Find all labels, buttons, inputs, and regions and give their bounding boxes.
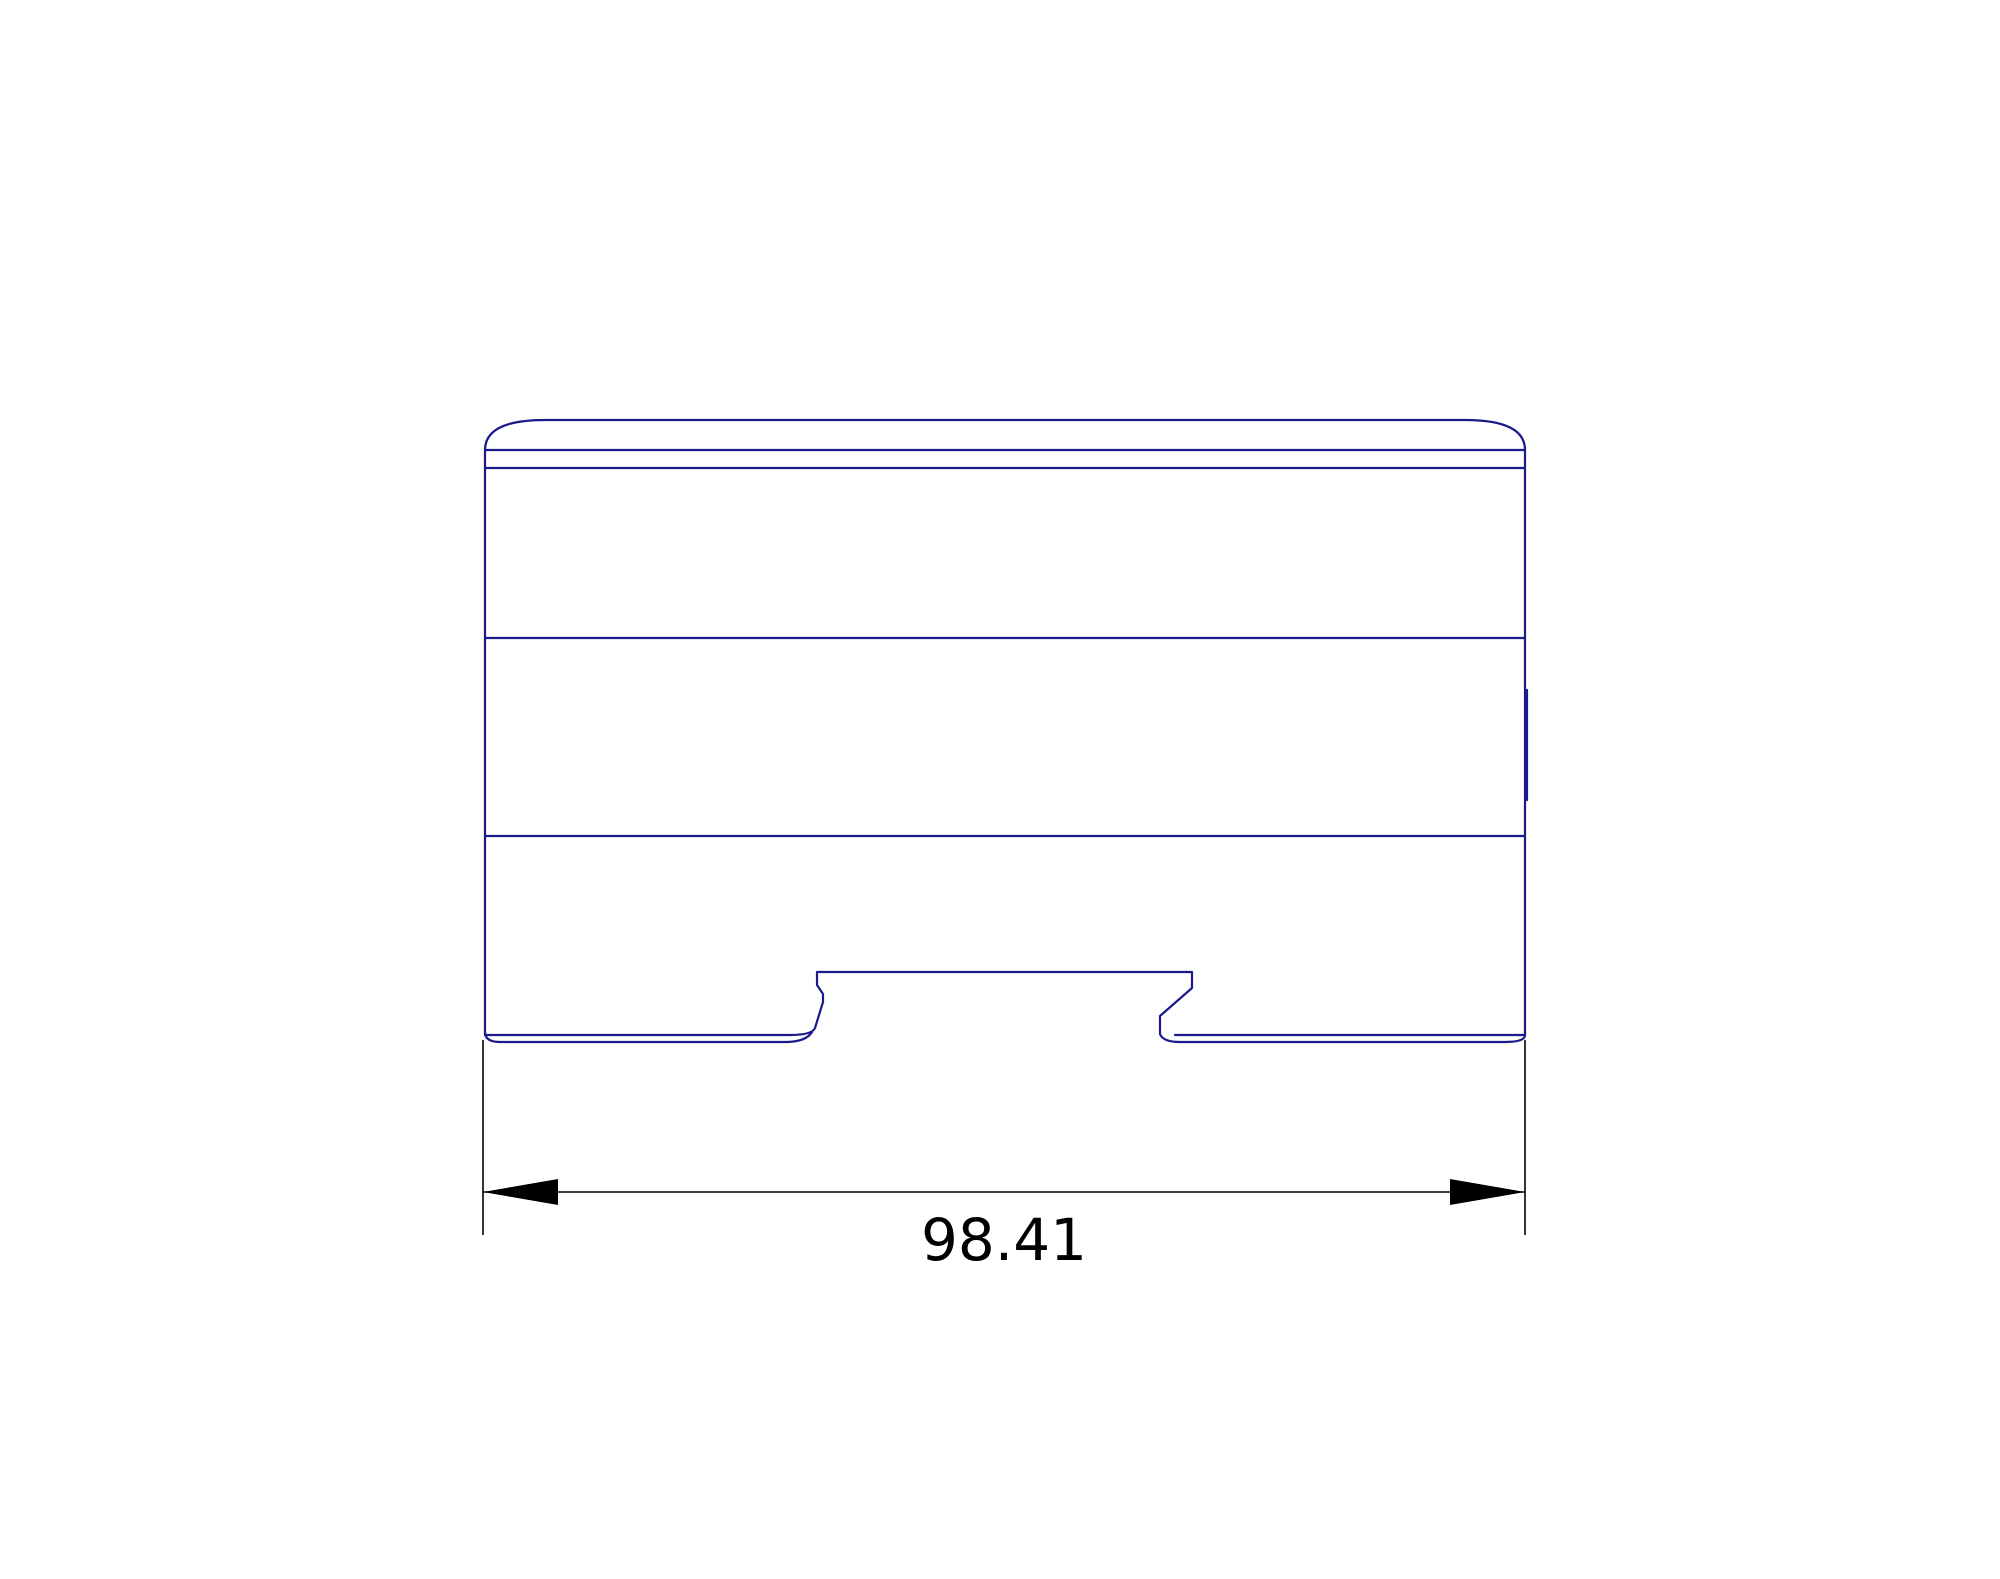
part-outline [485,420,1527,1042]
arrowhead-left-icon [483,1179,558,1205]
arrowhead-right-icon [1450,1179,1525,1205]
bottom-base-right [1175,1035,1525,1042]
slot-profile [817,972,1192,1042]
bottom-base-left [485,1002,823,1035]
top-cap-edge [485,420,1525,450]
dimension-label: 98.41 [921,1206,1087,1274]
width-dimension: 98.41 [483,1040,1525,1274]
bottom-base-left-lower [485,1032,812,1042]
